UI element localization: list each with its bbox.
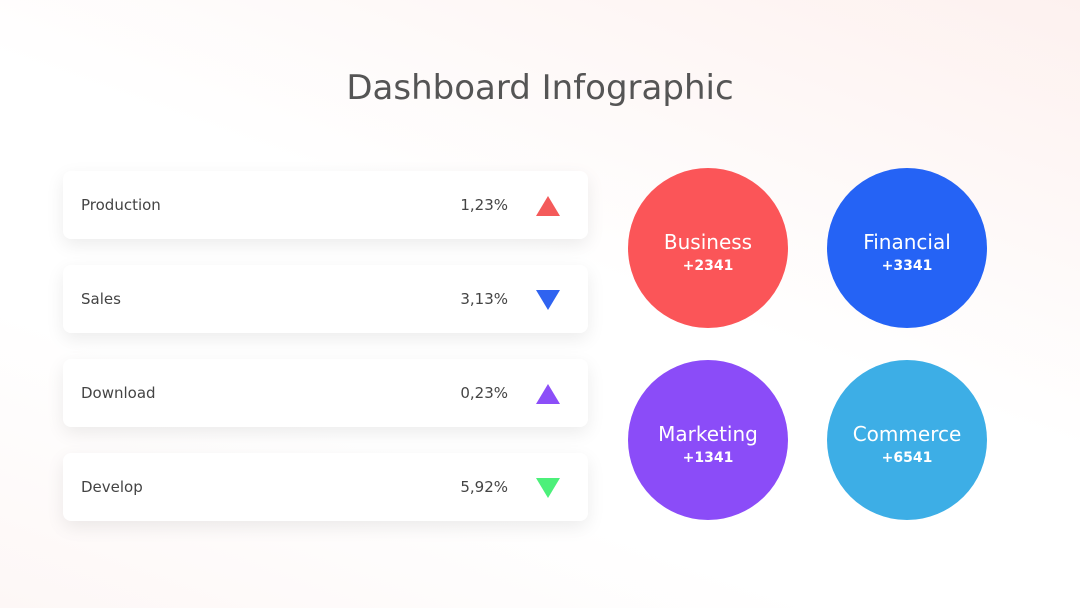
metric-value: 3,13% <box>460 290 508 308</box>
metric-card: Download 0,23% <box>63 359 588 427</box>
circle-value: +2341 <box>682 258 734 274</box>
circle-value: +1341 <box>682 450 734 466</box>
metric-value: 0,23% <box>460 384 508 402</box>
category-circle: Financial +3341 <box>827 168 987 328</box>
circle-label: Business <box>663 230 753 254</box>
circle-value: +3341 <box>881 258 933 274</box>
trend-icon <box>536 384 560 404</box>
trend-up-arrow <box>536 384 560 404</box>
category-circle: Marketing +1341 <box>628 360 788 520</box>
metric-label: Production <box>81 196 161 214</box>
category-circle: Commerce +6541 <box>827 360 987 520</box>
trend-down-arrow <box>536 478 560 498</box>
trend-icon <box>536 196 560 216</box>
metric-card: Production 1,23% <box>63 171 588 239</box>
trend-icon <box>536 290 560 310</box>
circle-value: +6541 <box>881 450 933 466</box>
trend-up-arrow <box>536 196 560 216</box>
page-title: Dashboard Infographic <box>346 68 734 108</box>
circle-label: Commerce <box>852 422 962 446</box>
trend-down-arrow <box>536 290 560 310</box>
metric-label: Sales <box>81 290 121 308</box>
metric-value: 1,23% <box>460 196 508 214</box>
metric-label: Develop <box>81 478 143 496</box>
trend-icon <box>536 478 560 498</box>
metric-card: Develop 5,92% <box>63 453 588 521</box>
circle-label: Financial <box>863 230 951 254</box>
metric-label: Download <box>81 384 156 402</box>
metric-card: Sales 3,13% <box>63 265 588 333</box>
category-circle: Business +2341 <box>628 168 788 328</box>
circle-label: Marketing <box>658 422 758 446</box>
metric-value: 5,92% <box>460 478 508 496</box>
